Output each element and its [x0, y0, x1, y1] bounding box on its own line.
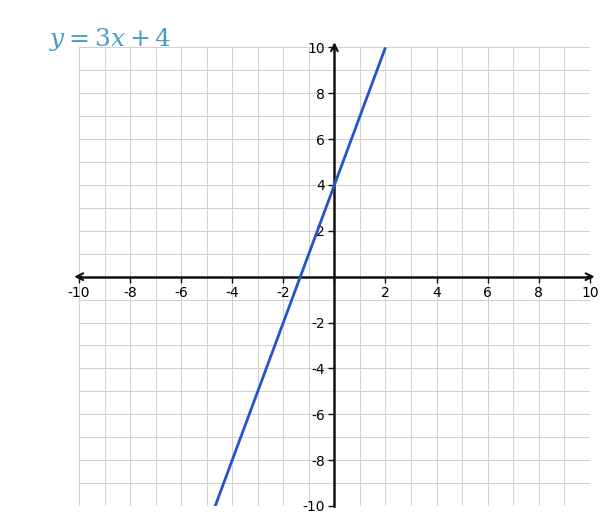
- Text: $y = 3x + 4$: $y = 3x + 4$: [49, 26, 171, 53]
